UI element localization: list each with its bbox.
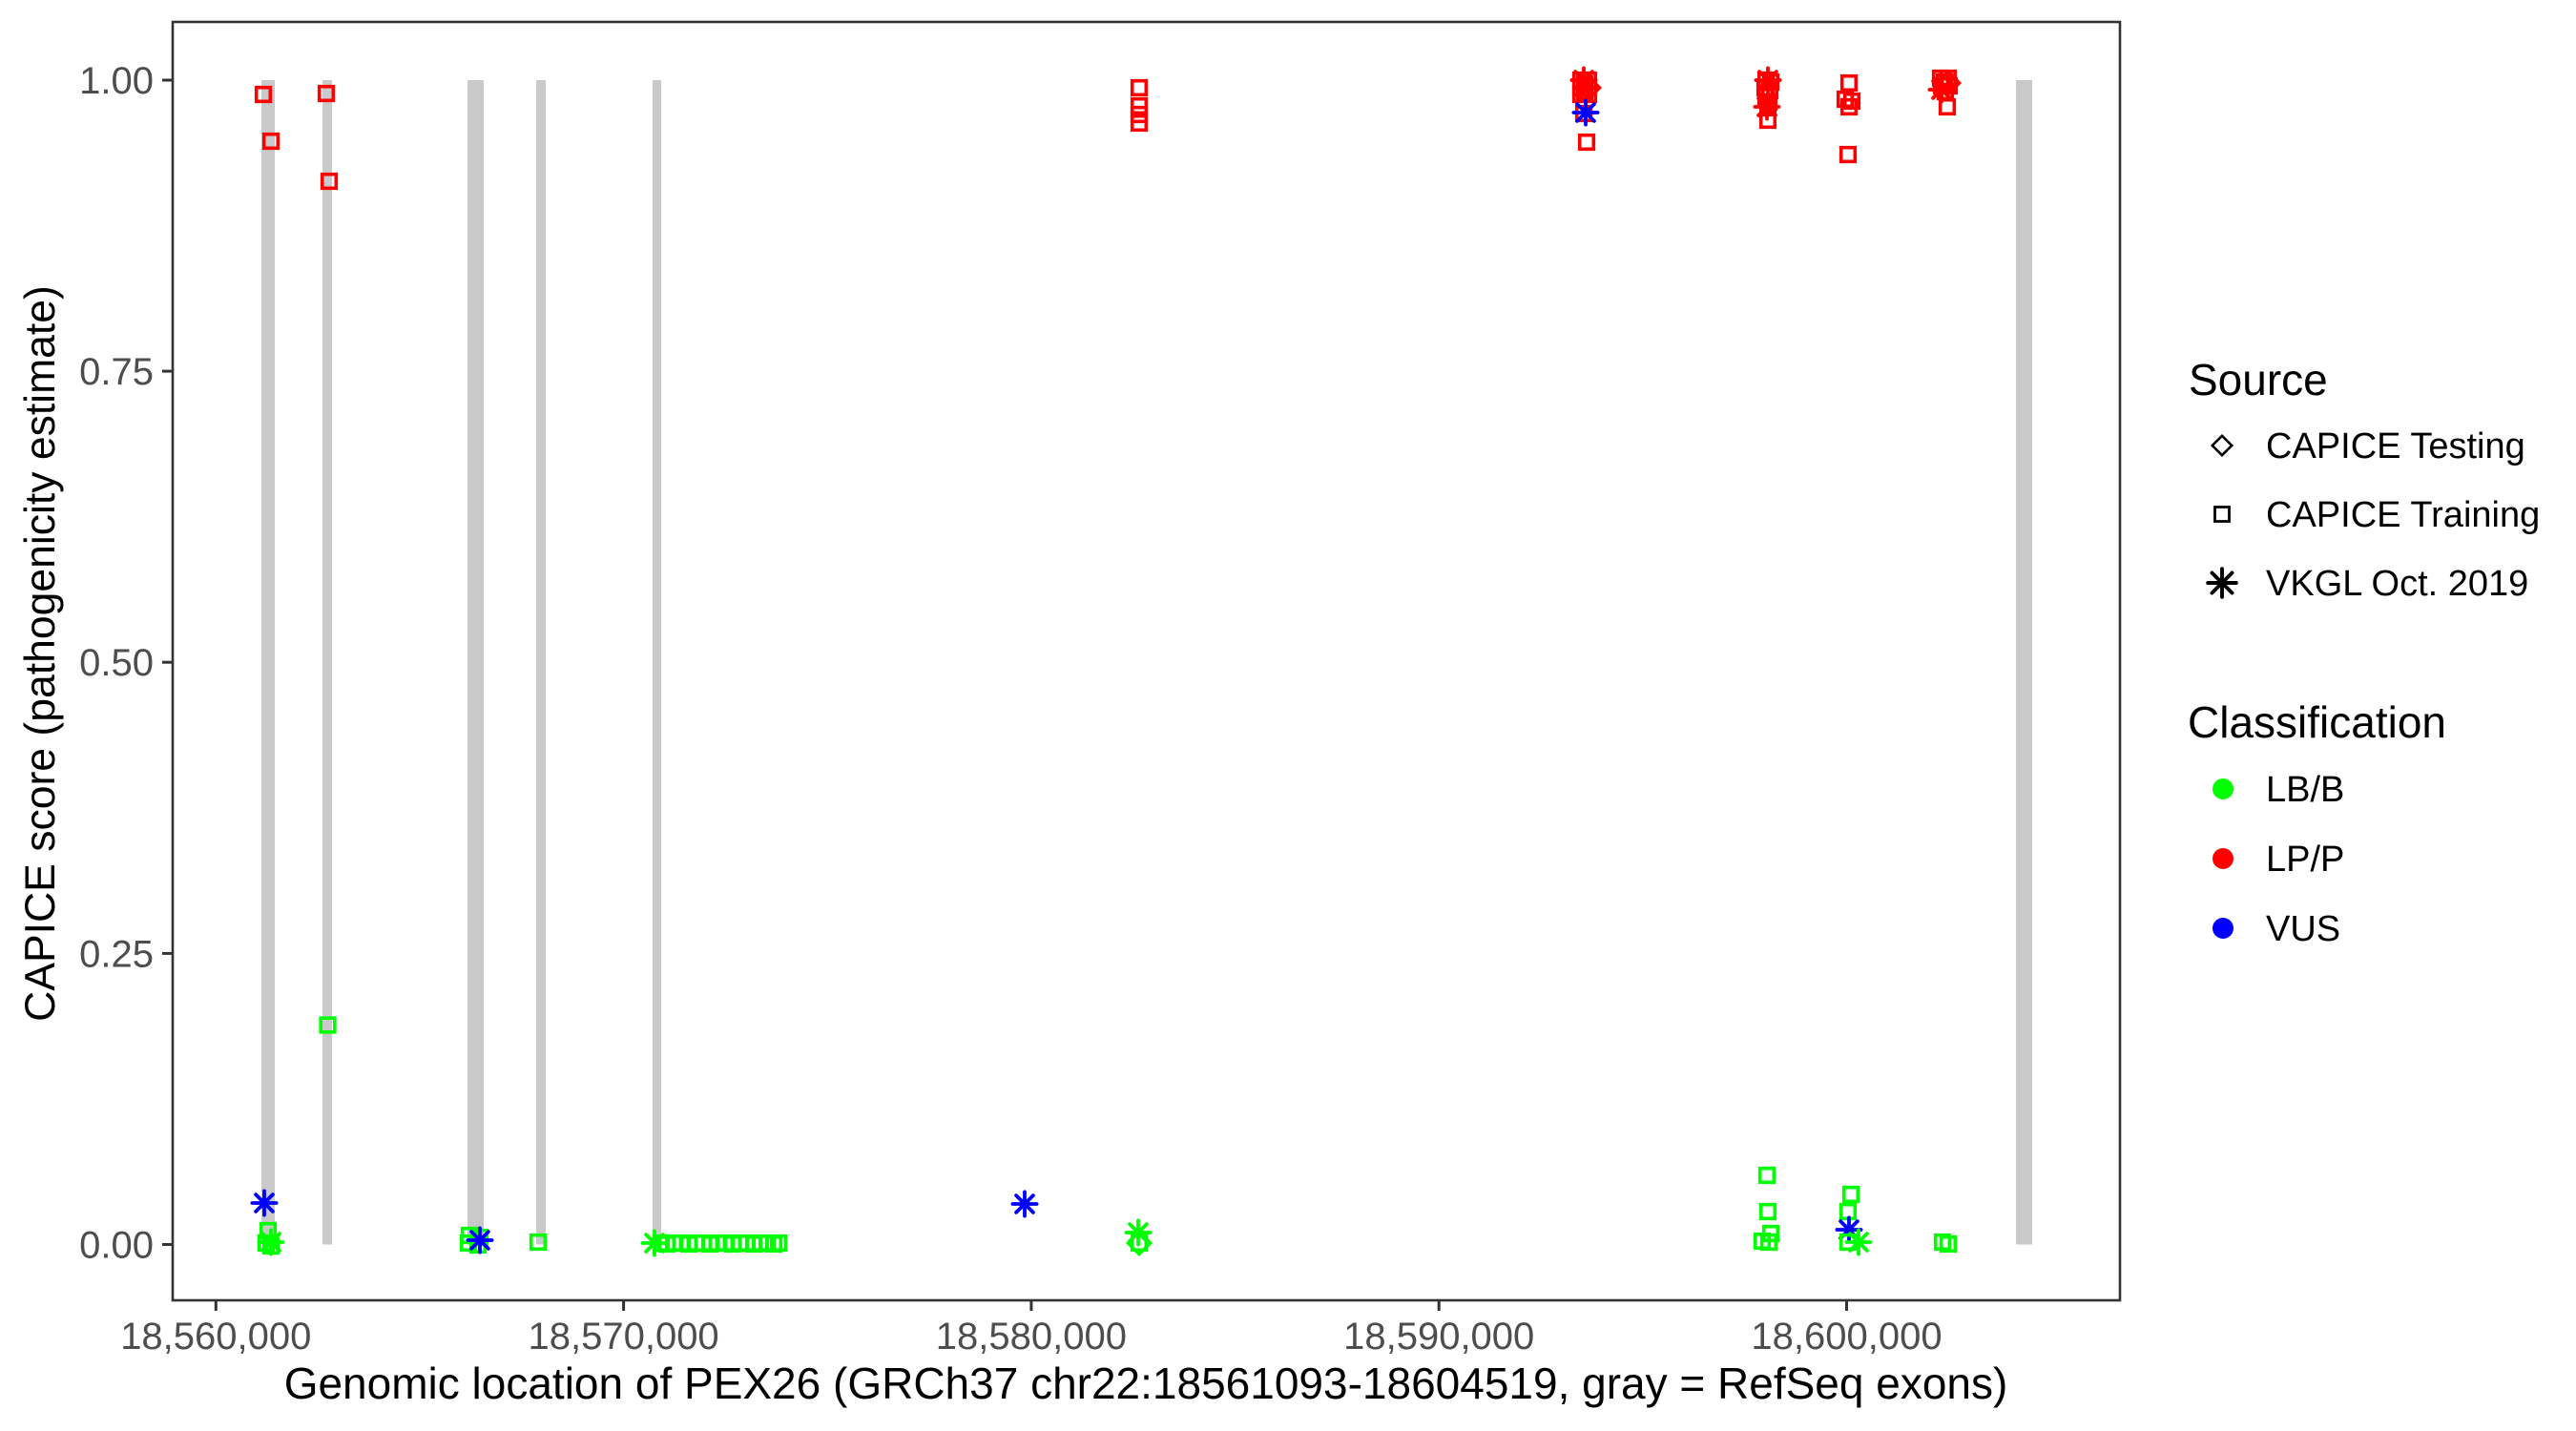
svg-text:CAPICE Testing: CAPICE Testing [2266,426,2525,467]
svg-text:18,580,000: 18,580,000 [936,1316,1127,1358]
svg-text:LP/P: LP/P [2266,840,2344,880]
svg-text:0.50: 0.50 [79,642,154,684]
svg-text:18,600,000: 18,600,000 [1751,1316,1942,1358]
svg-text:VKGL Oct. 2019: VKGL Oct. 2019 [2266,564,2528,604]
svg-text:Genomic location of PEX26 (GRC: Genomic location of PEX26 (GRCh37 chr22:… [284,1358,2008,1408]
svg-text:LB/B: LB/B [2266,770,2344,810]
svg-text:Classification: Classification [2188,697,2446,747]
svg-text:VUS: VUS [2266,909,2340,949]
svg-text:0.00: 0.00 [79,1225,154,1267]
svg-text:0.25: 0.25 [79,933,154,975]
svg-text:18,560,000: 18,560,000 [120,1316,311,1358]
svg-text:CAPICE score (pathogenicity es: CAPICE score (pathogenicity estimate) [17,285,64,1022]
svg-text:1.00: 1.00 [79,60,154,102]
svg-text:0.75: 0.75 [79,351,154,393]
svg-text:CAPICE Training: CAPICE Training [2266,495,2540,535]
svg-text:18,590,000: 18,590,000 [1343,1316,1534,1358]
svg-text:Source: Source [2189,355,2328,404]
svg-text:18,570,000: 18,570,000 [528,1316,718,1358]
